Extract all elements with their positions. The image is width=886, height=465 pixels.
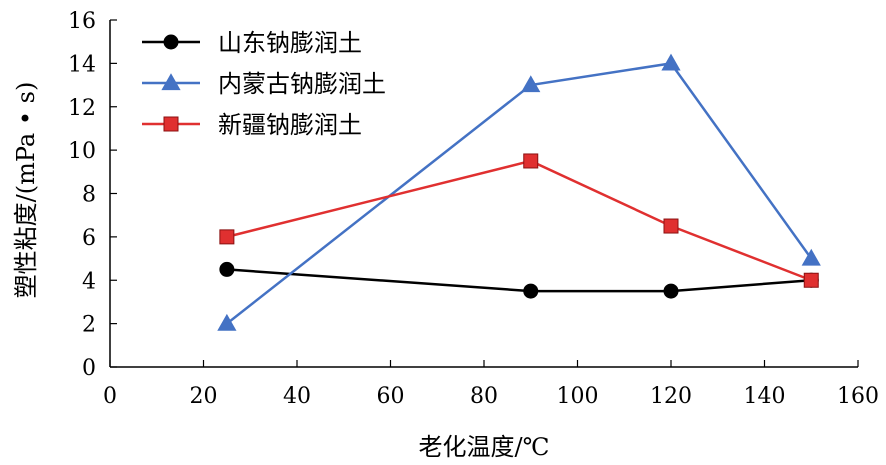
- series-line: [226, 159, 812, 282]
- y-tick-label: 16: [68, 9, 96, 34]
- data-point: [803, 272, 819, 288]
- data-point: [663, 283, 679, 299]
- series-layer: [217, 53, 821, 331]
- y-tick-label: 0: [82, 356, 96, 381]
- x-tick-label: 140: [744, 384, 786, 409]
- legend-marker: [163, 34, 179, 50]
- x-tick-label: 100: [557, 384, 599, 409]
- series-1: [217, 53, 821, 331]
- legend-entry: 内蒙古钠膨润土: [142, 70, 386, 98]
- data-point: [801, 248, 821, 266]
- x-tick-label: 20: [190, 384, 218, 409]
- legend-entry: 新疆钠膨润土: [142, 111, 362, 139]
- x-tick-label: 80: [470, 384, 498, 409]
- y-tick-label: 12: [68, 96, 96, 121]
- series-line: [226, 62, 813, 325]
- data-point: [521, 75, 541, 93]
- y-tick-label: 10: [68, 139, 96, 164]
- legend-label: 新疆钠膨润土: [218, 111, 362, 139]
- data-point: [523, 153, 539, 169]
- y-tick-label: 8: [82, 183, 96, 208]
- legend-marker: [163, 116, 179, 132]
- y-tick-label: 2: [82, 313, 96, 338]
- x-tick-label: 160: [837, 384, 879, 409]
- series-0: [219, 261, 819, 299]
- x-tick-label: 40: [283, 384, 311, 409]
- legend-label: 内蒙古钠膨润土: [218, 70, 386, 98]
- x-tick-label: 120: [650, 384, 692, 409]
- x-axis-title: 老化温度/℃: [419, 433, 550, 461]
- legend-label: 山东钠膨润土: [218, 29, 362, 57]
- data-point: [661, 53, 681, 71]
- data-point: [219, 261, 235, 277]
- data-point: [523, 283, 539, 299]
- y-tick-label: 14: [68, 52, 96, 77]
- y-tick-label: 4: [82, 269, 96, 294]
- x-tick-label: 0: [103, 384, 117, 409]
- series-line: [226, 268, 812, 293]
- y-axis-title: 塑性粘度/(mPa • s): [12, 82, 40, 299]
- data-point: [219, 229, 235, 245]
- data-point: [663, 218, 679, 234]
- legend-entry: 山东钠膨润土: [142, 29, 362, 57]
- legend-marker: [161, 73, 181, 91]
- y-tick-label: 6: [82, 226, 96, 251]
- x-tick-label: 60: [377, 384, 405, 409]
- data-point: [217, 313, 237, 331]
- series-2: [219, 153, 819, 288]
